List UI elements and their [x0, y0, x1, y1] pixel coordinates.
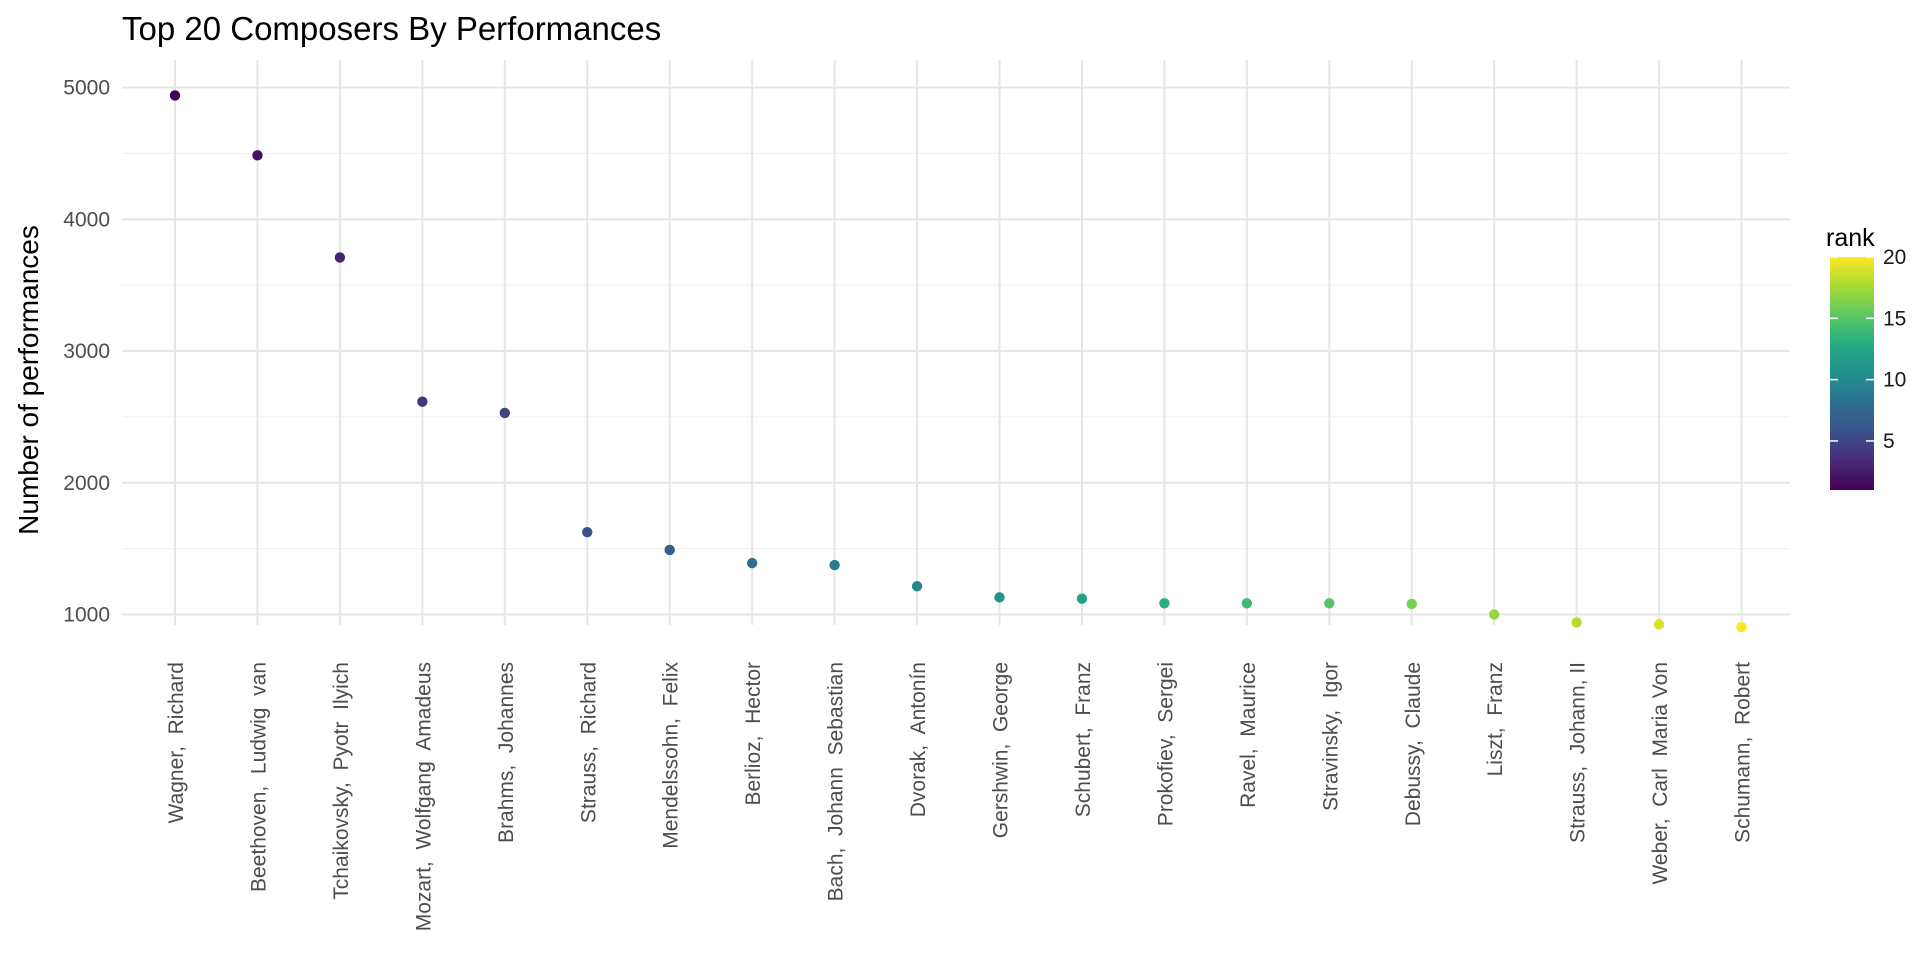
x-tick-label: Schubert, Franz — [1072, 662, 1095, 817]
data-point — [911, 580, 923, 592]
data-points — [169, 90, 1747, 633]
x-tick-label: Dvorak, Antonín — [907, 662, 930, 817]
y-axis-label: Number of performances — [13, 225, 44, 535]
data-point — [1406, 598, 1417, 610]
data-point — [252, 150, 263, 161]
grid — [122, 60, 1790, 625]
legend-tick-label: 5 — [1883, 430, 1895, 453]
data-point — [746, 557, 758, 569]
x-tick-label: Strauss, Johann, II — [1567, 662, 1590, 843]
x-tick-label: Schumann, Robert — [1732, 662, 1755, 843]
data-point — [582, 526, 593, 538]
x-tick-label: Brahms, Johannes — [495, 662, 518, 843]
x-tick-label: Bach, Johann Sebastian — [825, 662, 848, 901]
legend-tick-label: 15 — [1883, 307, 1906, 330]
x-tick-label: Stravinsky, Igor — [1319, 662, 1342, 811]
data-point — [664, 544, 675, 556]
data-point — [499, 407, 510, 419]
x-tick-label: Gershwin, George — [990, 662, 1013, 838]
y-tick-label: 1000 — [63, 604, 110, 627]
data-point — [1076, 593, 1088, 604]
x-tick-label: Mozart, Wolfgang Amadeus — [412, 662, 435, 931]
data-point — [1571, 617, 1582, 628]
data-point — [1241, 598, 1253, 609]
x-tick-label: Tchaikovsky, Pyotr Ilyich — [330, 662, 353, 900]
legend-ticks: 5 10 15 20 — [1830, 246, 1906, 453]
x-tick-label: Weber, Carl Maria Von — [1649, 662, 1672, 885]
legend-tick-label: 10 — [1883, 369, 1906, 392]
data-point — [1489, 609, 1500, 620]
data-point — [1653, 619, 1665, 630]
x-tick-label: Liszt, Franz — [1484, 662, 1507, 776]
data-point — [169, 90, 181, 101]
x-tick-label: Prokofiev, Sergei — [1154, 662, 1177, 826]
x-tick-label: Wagner, Richard — [165, 662, 188, 823]
y-tick-label: 2000 — [63, 472, 110, 495]
x-tick-label: Berlioz, Hector — [742, 662, 765, 806]
x-tick-label: Ravel, Maurice — [1237, 662, 1260, 808]
chart-title: Top 20 Composers By Performances — [122, 10, 661, 47]
legend: rank 5 10 15 20 — [1826, 224, 1906, 490]
y-tick-label: 4000 — [63, 208, 110, 231]
data-point — [1159, 598, 1170, 609]
x-tick-label: Mendelssohn, Felix — [660, 662, 683, 849]
data-point — [334, 252, 346, 263]
legend-title: rank — [1826, 224, 1875, 252]
legend-tick-label: 20 — [1883, 246, 1906, 269]
legend-colorbar — [1830, 257, 1874, 490]
y-tick-label: 3000 — [63, 340, 110, 363]
x-tick-label: Strauss, Richard — [577, 662, 600, 823]
x-tick-label: Debussy, Claude — [1402, 662, 1425, 826]
x-tick-label: Beethoven, Ludwig van — [247, 662, 270, 892]
data-point — [994, 592, 1005, 603]
x-axis-ticks: Wagner, Richard Beethoven, Ludwig van Tcha… — [165, 662, 1755, 932]
data-point — [1736, 621, 1747, 633]
data-point — [1324, 598, 1335, 609]
data-point — [829, 559, 840, 571]
y-tick-label: 5000 — [63, 77, 110, 100]
y-axis-ticks: 1000 2000 3000 4000 5000 — [63, 77, 110, 627]
data-point — [417, 396, 428, 407]
